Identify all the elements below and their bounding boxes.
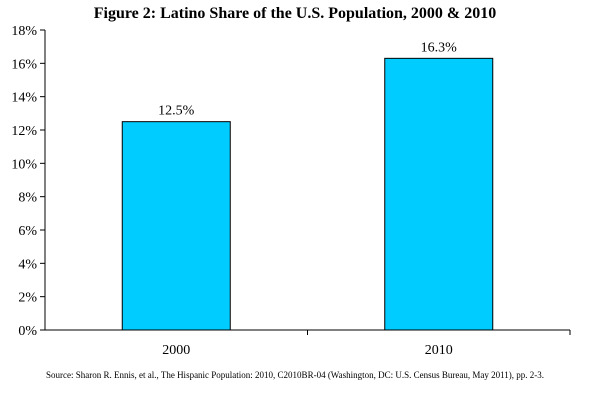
source-note: Source: Sharon R. Ennis, et al., The His… xyxy=(46,370,544,380)
x-axis-tick-labels: 2000 2010 xyxy=(162,330,571,358)
y-tick-label: 16% xyxy=(11,57,37,72)
x-tick-label: 2000 xyxy=(162,343,190,358)
y-axis-ticks: 0% 2% 4% 6% 8% 10% 12% 14% 16% 18% xyxy=(11,24,45,339)
x-tick-label: 2010 xyxy=(425,343,453,358)
y-tick-label: 10% xyxy=(11,157,37,172)
y-tick-label: 4% xyxy=(18,257,37,272)
bar-2010 xyxy=(384,57,494,331)
y-tick-label: 14% xyxy=(11,91,37,106)
data-labels: 12.5% 16.3% xyxy=(158,40,457,118)
chart-title: Figure 2: Latino Share of the U.S. Popul… xyxy=(93,5,497,22)
y-tick-label: 2% xyxy=(18,291,37,306)
y-tick-label: 6% xyxy=(18,224,37,239)
y-tick-label: 8% xyxy=(18,191,37,206)
data-label: 12.5% xyxy=(158,104,195,119)
y-tick-label: 12% xyxy=(11,124,37,139)
y-tick-label: 18% xyxy=(11,24,37,39)
bars xyxy=(121,57,494,331)
data-label: 16.3% xyxy=(421,40,458,55)
bar-2000 xyxy=(121,121,231,331)
y-tick-label: 0% xyxy=(18,324,37,339)
